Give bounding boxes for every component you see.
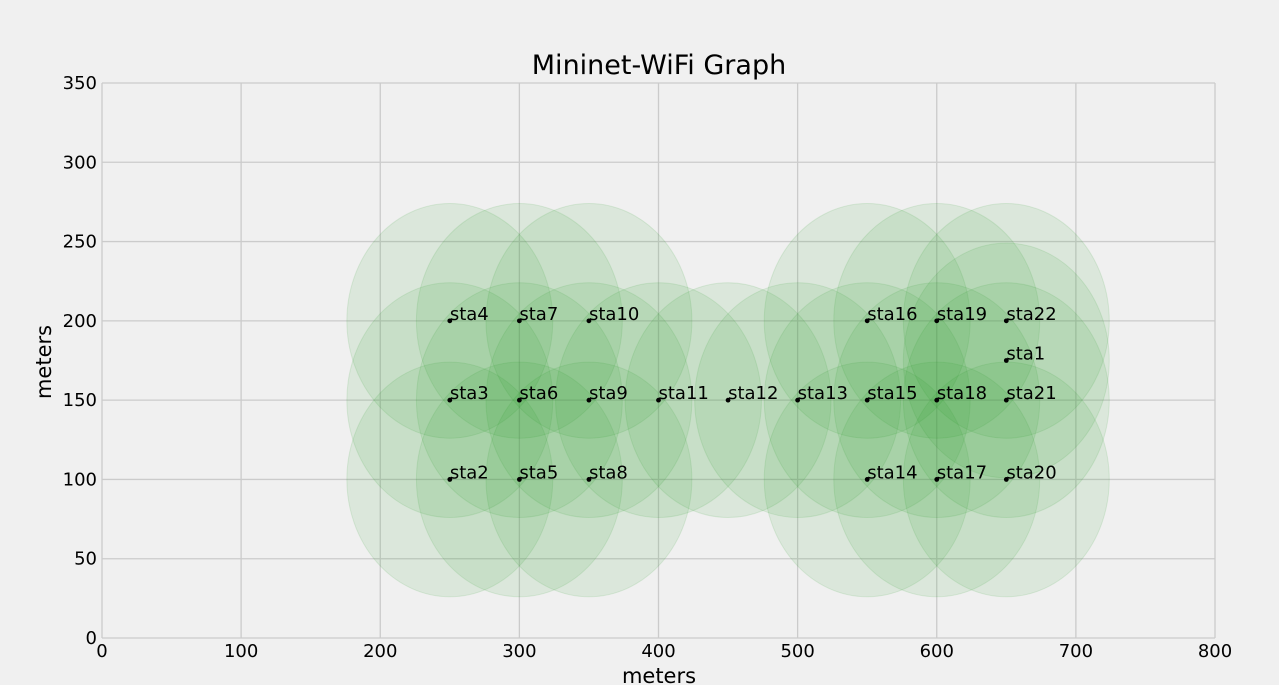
label-layer: sta1 sta2 sta3 sta4 sta5 sta6 sta7 sta8 sta9 sta1…	[450, 304, 1057, 484]
station-point-sta17	[934, 477, 940, 482]
station-label-sta19: sta19	[937, 304, 987, 325]
station-label-sta18: sta18	[937, 383, 987, 404]
station-label-sta6: sta6	[519, 383, 558, 404]
x-tick-label: 700	[1059, 641, 1093, 662]
station-label-sta3: sta3	[450, 383, 489, 404]
station-point-sta14	[864, 477, 870, 482]
station-label-sta1: sta1	[1006, 344, 1045, 365]
x-tick-label: 0	[96, 641, 107, 662]
y-tick-label: 150	[63, 390, 97, 411]
y-axis-label: meters	[32, 325, 56, 399]
station-point-sta22	[1003, 318, 1009, 324]
station-point-sta4	[447, 318, 453, 324]
y-tick-label: 350	[63, 73, 97, 94]
station-label-sta14: sta14	[867, 462, 917, 483]
station-point-sta21	[1003, 397, 1009, 403]
station-label-sta7: sta7	[519, 304, 558, 325]
station-label-sta11: sta11	[659, 383, 709, 404]
y-tick-label: 300	[63, 152, 97, 173]
station-label-sta13: sta13	[798, 383, 848, 404]
station-label-sta21: sta21	[1006, 383, 1056, 404]
station-label-sta20: sta20	[1006, 462, 1056, 483]
station-point-sta13	[795, 397, 801, 403]
station-point-sta10	[586, 318, 592, 324]
tick-layer: 0 100 200 300 400 500 600 700 800 0 50 100 150 200 250…	[63, 73, 1233, 662]
x-tick-label: 400	[641, 641, 675, 662]
station-label-sta12: sta12	[728, 383, 778, 404]
station-point-sta2	[447, 477, 453, 482]
station-point-sta5	[516, 477, 522, 482]
station-label-sta5: sta5	[519, 462, 558, 483]
station-label-sta15: sta15	[867, 383, 917, 404]
station-label-sta4: sta4	[450, 304, 489, 325]
x-tick-label: 300	[502, 641, 536, 662]
chart-title: Mininet-WiFi Graph	[532, 50, 786, 81]
y-tick-label: 50	[74, 549, 97, 570]
station-point-sta20	[1003, 477, 1009, 482]
point-layer	[447, 318, 1009, 482]
range-layer	[346, 203, 1110, 598]
station-label-sta17: sta17	[937, 462, 987, 483]
x-tick-label: 200	[363, 641, 397, 662]
station-label-sta8: sta8	[589, 462, 628, 483]
x-axis-label: meters	[622, 664, 696, 685]
station-label-sta9: sta9	[589, 383, 628, 404]
station-point-sta9	[586, 397, 592, 403]
station-point-sta18	[934, 397, 940, 403]
y-tick-label: 0	[86, 628, 97, 649]
station-point-sta1	[1003, 358, 1009, 363]
station-point-sta3	[447, 397, 453, 403]
x-tick-label: 600	[920, 641, 954, 662]
station-point-sta8	[586, 477, 592, 482]
station-point-sta7	[516, 318, 522, 324]
station-label-sta2: sta2	[450, 462, 489, 483]
station-label-sta10: sta10	[589, 304, 639, 325]
station-point-sta16	[864, 318, 870, 324]
x-tick-label: 100	[224, 641, 258, 662]
station-point-sta15	[864, 397, 870, 403]
y-tick-label: 100	[63, 469, 97, 490]
y-tick-label: 200	[63, 311, 97, 332]
station-label-sta16: sta16	[867, 304, 917, 325]
station-point-sta19	[934, 318, 940, 324]
x-tick-label: 800	[1198, 641, 1232, 662]
station-label-sta22: sta22	[1006, 304, 1056, 325]
station-point-sta11	[656, 397, 661, 403]
station-point-sta6	[516, 397, 522, 403]
station-point-sta12	[725, 397, 731, 403]
x-tick-label: 500	[780, 641, 814, 662]
y-tick-label: 250	[63, 232, 97, 253]
